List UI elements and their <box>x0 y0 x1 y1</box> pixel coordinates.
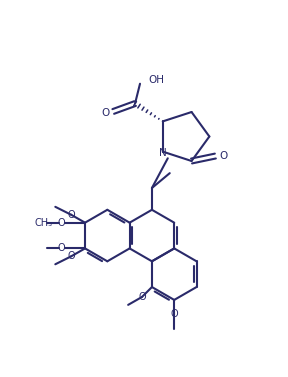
Text: O: O <box>67 210 75 220</box>
Text: OH: OH <box>148 75 164 85</box>
Text: CH₃: CH₃ <box>34 218 52 228</box>
Text: O: O <box>57 218 65 228</box>
Text: N: N <box>159 148 167 158</box>
Text: O: O <box>219 151 228 161</box>
Text: O: O <box>138 292 146 302</box>
Text: O: O <box>67 251 75 261</box>
Text: O: O <box>101 109 109 118</box>
Text: O: O <box>170 309 178 319</box>
Text: O: O <box>57 244 65 253</box>
